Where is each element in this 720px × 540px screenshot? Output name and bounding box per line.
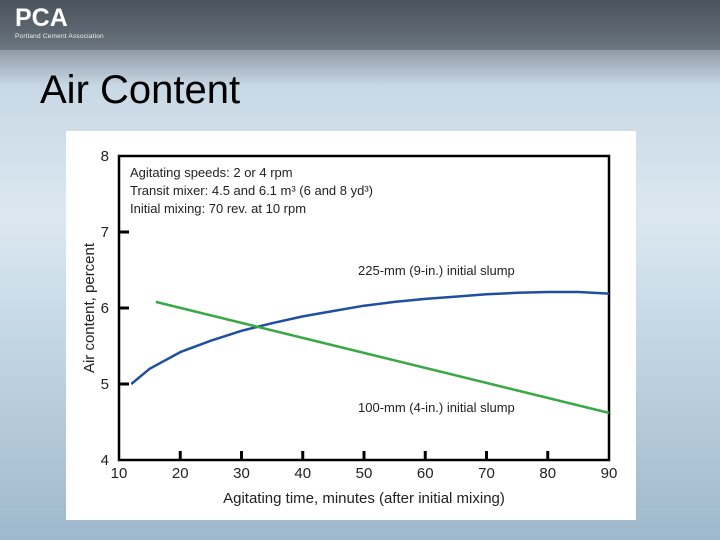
y-axis-label: Air content, percent: [81, 242, 98, 373]
series-line-225mm: [130, 290, 610, 385]
x-tick-label: 80: [539, 465, 556, 482]
pca-logo: PCA Portland Cement Association: [15, 4, 104, 41]
logo-mark: PCA: [15, 4, 68, 32]
x-tick-label: 60: [417, 465, 434, 482]
slide-title: Air Content: [40, 68, 241, 112]
annotation-line: Transit mixer: 4.5 and 6.1 m³ (6 and 8 y…: [130, 183, 373, 198]
y-tick-label: 8: [101, 148, 109, 165]
logo-subtitle: Portland Cement Association: [15, 33, 104, 40]
x-tick-label: 10: [111, 465, 128, 482]
x-tick-label: 70: [478, 465, 495, 482]
annotation-line: Agitating speeds: 2 or 4 rpm: [130, 165, 293, 180]
x-tick-label: 20: [172, 465, 189, 482]
series-line-100mm: [155, 300, 610, 415]
series-label-100: 100-mm (4-in.) initial slump: [358, 400, 515, 415]
series-label-225: 225-mm (9-in.) initial slump: [358, 263, 515, 278]
y-tick-label: 5: [101, 376, 109, 393]
header-bar: PCA Portland Cement Association: [0, 0, 720, 50]
annotation-line: Initial mixing: 70 rev. at 10 rpm: [130, 201, 306, 216]
x-axis-label: Agitating time, minutes (after initial m…: [223, 490, 505, 507]
annotation-block: Agitating speeds: 2 or 4 rpm Transit mix…: [130, 165, 373, 216]
chart-panel: Agitating speeds: 2 or 4 rpm Transit mix…: [66, 131, 636, 520]
ticks-layer: 10 20 30 40 50 60 70 80 90 4 5 6 7 8: [101, 148, 618, 482]
y-tick-label: 6: [101, 300, 109, 317]
air-content-chart: Agitating speeds: 2 or 4 rpm Transit mix…: [81, 148, 618, 507]
x-tick-label: 40: [294, 465, 311, 482]
x-tick-label: 90: [601, 465, 618, 482]
x-tick-label: 30: [233, 465, 250, 482]
x-tick-label: 50: [356, 465, 373, 482]
y-tick-label: 7: [101, 224, 109, 241]
series-layer: [130, 290, 610, 415]
y-tick-label: 4: [101, 452, 109, 469]
